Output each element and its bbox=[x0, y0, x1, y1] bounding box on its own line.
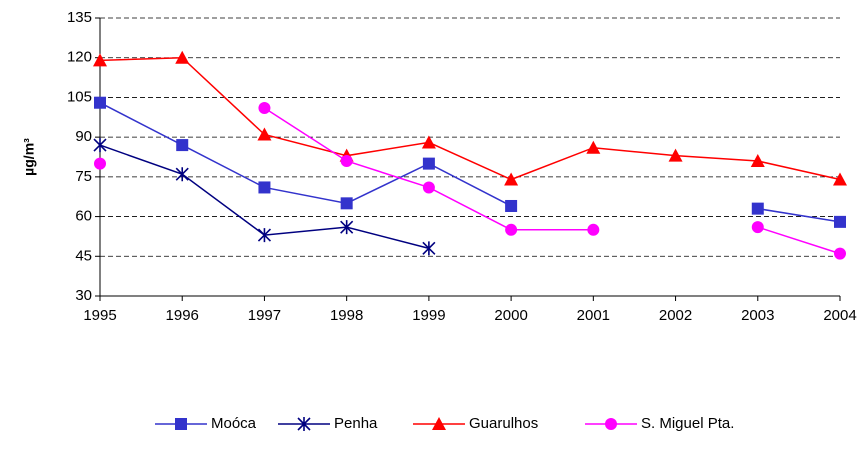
x-tick-label: 1995 bbox=[83, 307, 116, 324]
x-tick-label: 1998 bbox=[330, 307, 363, 324]
marker bbox=[605, 418, 617, 430]
x-tick-label: 2003 bbox=[741, 307, 774, 324]
y-tick-label: 75 bbox=[75, 168, 92, 185]
marker bbox=[432, 417, 446, 430]
marker bbox=[668, 148, 683, 162]
legend-label: Guarulhos bbox=[469, 415, 538, 432]
marker bbox=[93, 53, 107, 67]
marker bbox=[833, 172, 847, 186]
marker bbox=[94, 96, 106, 109]
x-tick-label: 2000 bbox=[494, 307, 527, 324]
y-axis-label: µg/m³ bbox=[21, 138, 37, 176]
marker bbox=[505, 223, 518, 236]
y-tick-label: 120 bbox=[67, 49, 92, 66]
legend-label: Penha bbox=[334, 415, 378, 432]
series-line bbox=[99, 56, 841, 181]
marker bbox=[751, 202, 764, 215]
marker bbox=[751, 221, 764, 234]
y-tick-label: 90 bbox=[75, 128, 92, 145]
marker bbox=[258, 102, 271, 115]
marker bbox=[422, 241, 436, 256]
marker bbox=[340, 197, 353, 210]
marker bbox=[93, 138, 107, 153]
marker bbox=[505, 199, 518, 212]
marker bbox=[176, 139, 189, 152]
marker bbox=[175, 50, 190, 64]
y-tick-label: 60 bbox=[75, 208, 92, 225]
y-tick-label: 135 bbox=[67, 9, 92, 26]
marker bbox=[422, 157, 435, 170]
marker bbox=[587, 223, 600, 236]
marker bbox=[504, 172, 519, 186]
marker bbox=[422, 181, 435, 194]
marker bbox=[750, 153, 765, 167]
marker bbox=[834, 215, 846, 228]
legend-label: S. Miguel Pta. bbox=[641, 415, 734, 432]
y-tick-label: 105 bbox=[67, 88, 92, 105]
marker bbox=[175, 167, 189, 182]
x-tick-label: 2002 bbox=[659, 307, 692, 324]
x-tick-label: 1996 bbox=[166, 307, 199, 324]
marker bbox=[340, 220, 354, 235]
x-tick-label: 1999 bbox=[412, 307, 445, 324]
marker bbox=[94, 157, 106, 170]
marker bbox=[297, 417, 311, 431]
marker bbox=[421, 135, 436, 149]
series-line bbox=[757, 207, 841, 223]
series-line bbox=[99, 102, 512, 207]
series-line bbox=[757, 226, 841, 255]
marker bbox=[340, 154, 353, 167]
x-tick-label: 2001 bbox=[577, 307, 610, 324]
x-tick-label: 1997 bbox=[248, 307, 281, 324]
legend-label: Moóca bbox=[211, 415, 257, 432]
y-tick-label: 45 bbox=[75, 247, 92, 264]
marker bbox=[257, 127, 272, 141]
x-tick-label: 2004 bbox=[823, 307, 856, 324]
marker bbox=[258, 181, 271, 194]
marker bbox=[175, 418, 187, 430]
marker bbox=[834, 247, 846, 260]
marker bbox=[586, 140, 601, 154]
y-tick-label: 30 bbox=[75, 287, 92, 304]
marker bbox=[257, 228, 272, 243]
